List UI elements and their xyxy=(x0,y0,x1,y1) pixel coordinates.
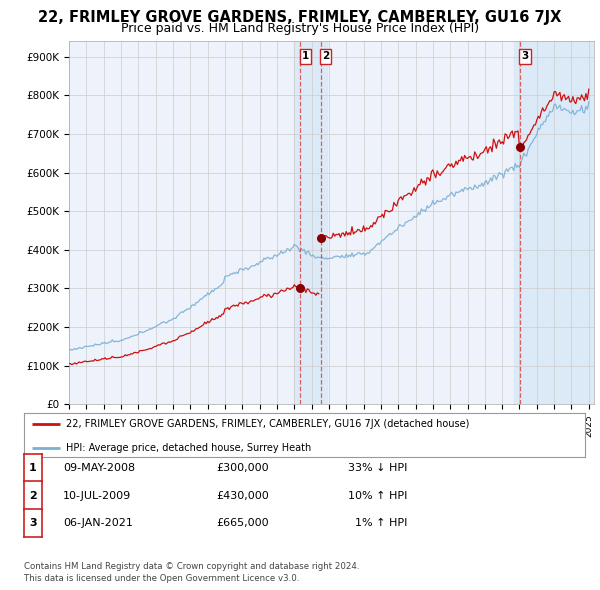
Text: 10-JUL-2009: 10-JUL-2009 xyxy=(63,491,131,500)
Text: HPI: Average price, detached house, Surrey Heath: HPI: Average price, detached house, Surr… xyxy=(66,442,311,453)
Text: 33% ↓ HPI: 33% ↓ HPI xyxy=(348,463,407,473)
Text: 1% ↑ HPI: 1% ↑ HPI xyxy=(348,519,407,528)
Text: Price paid vs. HM Land Registry's House Price Index (HPI): Price paid vs. HM Land Registry's House … xyxy=(121,22,479,35)
Text: £430,000: £430,000 xyxy=(216,491,269,500)
Text: 1: 1 xyxy=(302,51,309,61)
Text: Contains HM Land Registry data © Crown copyright and database right 2024.
This d: Contains HM Land Registry data © Crown c… xyxy=(24,562,359,583)
Text: £300,000: £300,000 xyxy=(216,463,269,473)
Text: 06-JAN-2021: 06-JAN-2021 xyxy=(63,519,133,528)
Text: 2: 2 xyxy=(29,491,37,500)
Text: 1: 1 xyxy=(29,463,37,473)
Text: £665,000: £665,000 xyxy=(216,519,269,528)
Text: 3: 3 xyxy=(521,51,529,61)
Bar xyxy=(294,41,327,404)
Text: 10% ↑ HPI: 10% ↑ HPI xyxy=(348,491,407,500)
Text: 09-MAY-2008: 09-MAY-2008 xyxy=(63,463,135,473)
Text: 3: 3 xyxy=(29,519,37,528)
Bar xyxy=(514,41,594,404)
Text: 22, FRIMLEY GROVE GARDENS, FRIMLEY, CAMBERLEY, GU16 7JX: 22, FRIMLEY GROVE GARDENS, FRIMLEY, CAMB… xyxy=(38,10,562,25)
Text: 2: 2 xyxy=(322,51,329,61)
Text: 22, FRIMLEY GROVE GARDENS, FRIMLEY, CAMBERLEY, GU16 7JX (detached house): 22, FRIMLEY GROVE GARDENS, FRIMLEY, CAMB… xyxy=(66,419,469,429)
